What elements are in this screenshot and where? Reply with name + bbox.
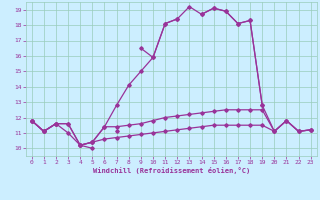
- X-axis label: Windchill (Refroidissement éolien,°C): Windchill (Refroidissement éolien,°C): [92, 167, 250, 174]
